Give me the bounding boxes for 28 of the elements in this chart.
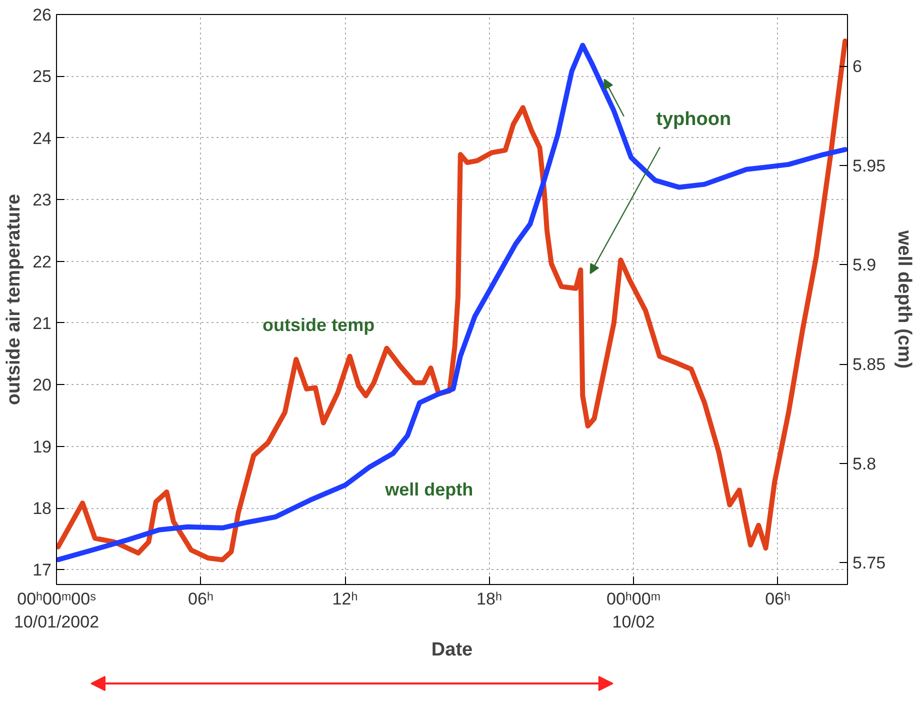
y-tick-label: 19 — [32, 437, 52, 456]
y2-tick-label: 6 — [852, 57, 862, 76]
y-axis-title: outside air temperature — [4, 194, 25, 406]
y2-tick-label: 5.85 — [852, 355, 886, 374]
x-tick-label: 06ʰ — [765, 590, 790, 608]
y-tick-label: 17 — [32, 560, 52, 580]
x-tick-label: 00ʰ00ᵐ 10/02 — [606, 590, 661, 632]
y-tick-label: 26 — [32, 6, 52, 24]
y2-tick-label: 5.9 — [852, 256, 876, 275]
y2-tick-label: 5.95 — [852, 156, 886, 176]
x-axis-title: Date — [431, 639, 473, 660]
annotation: typhoon — [656, 108, 732, 130]
y-tick-label: 25 — [32, 67, 52, 86]
y2-tick-label: 5.75 — [852, 554, 886, 573]
y-tick-label: 23 — [32, 190, 52, 210]
x-tick-label: 12ʰ — [332, 590, 358, 608]
y2-axis-title: well depth (cm) — [894, 229, 915, 369]
y-tick-label: 21 — [32, 314, 52, 333]
x-tick-label: 18ʰ — [476, 590, 502, 608]
y-tick-label: 20 — [32, 376, 52, 395]
series-label: well depth — [384, 480, 474, 500]
y2-tick-label: 5.8 — [852, 454, 876, 474]
y-tick-label: 22 — [32, 252, 52, 272]
x-tick-label: 00ʰ00ᵐ00ˢ 10/01/2002 — [14, 590, 100, 632]
series-label: outside temp — [262, 314, 375, 335]
x-tick-label: 06ʰ — [188, 590, 214, 608]
y-tick-label: 24 — [32, 128, 52, 148]
y-tick-label: 18 — [32, 499, 52, 518]
